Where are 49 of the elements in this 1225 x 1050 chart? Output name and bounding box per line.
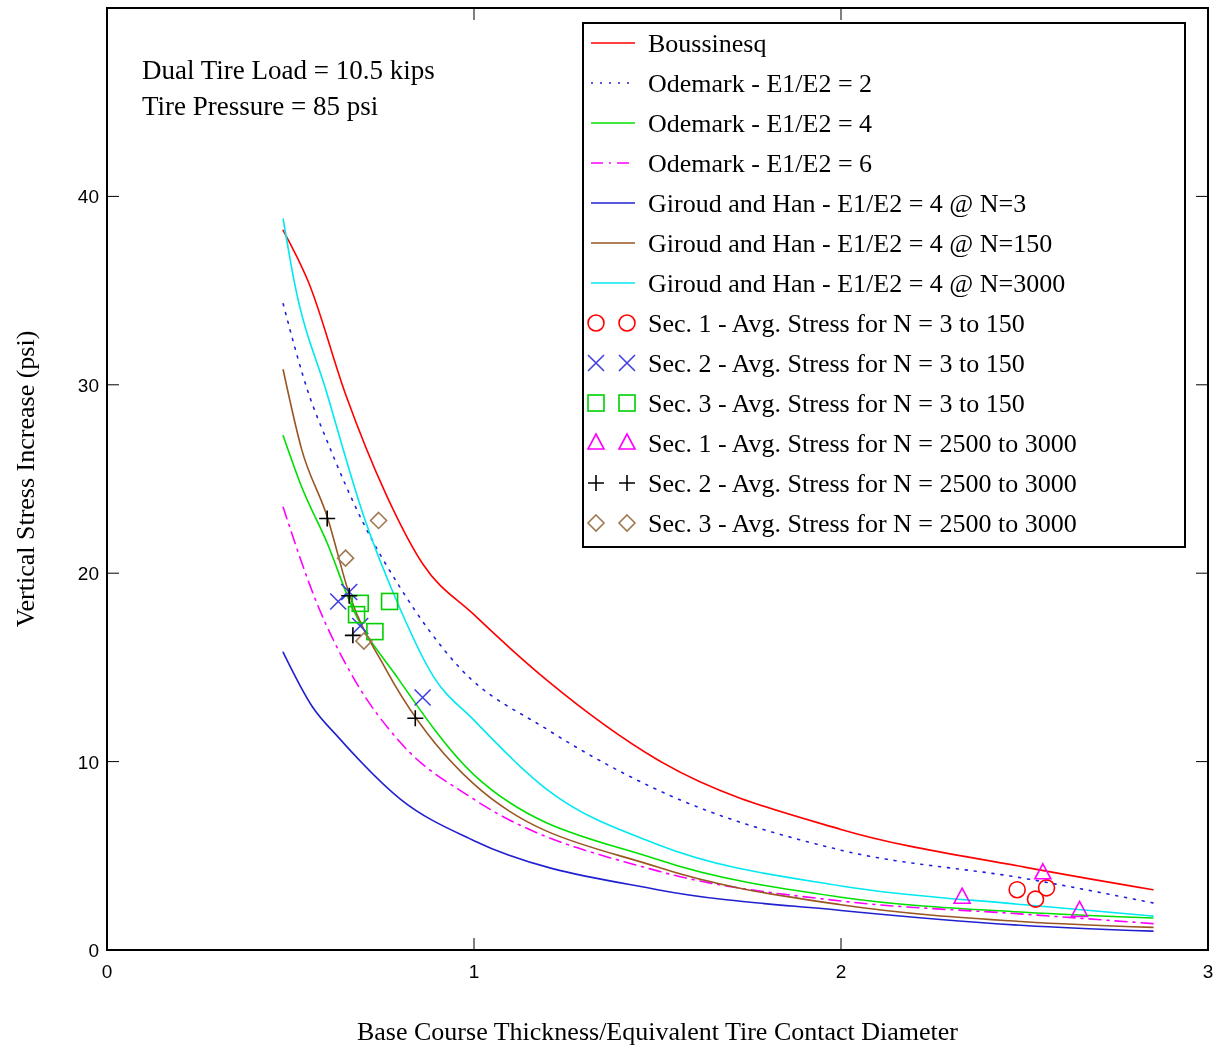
point xyxy=(366,622,384,641)
legend-label: Giroud and Han - E1/E2 = 4 @ N=3 xyxy=(648,189,1027,218)
point xyxy=(351,594,370,613)
point xyxy=(953,887,971,905)
point xyxy=(1008,880,1026,899)
legend-label: Boussinesq xyxy=(648,29,767,58)
point xyxy=(1034,862,1052,880)
point xyxy=(336,549,355,567)
annotation: Dual Tire Load = 10.5 kips xyxy=(142,55,435,85)
legend-label: Giroud and Han - E1/E2 = 4 @ N=3000 xyxy=(648,269,1066,298)
y-axis-title: Vertical Stress Increase (psi) xyxy=(11,330,40,628)
point xyxy=(351,617,370,635)
y-tick-label: 0 xyxy=(88,940,99,961)
line-series xyxy=(282,506,1154,925)
annotation: Tire Pressure = 85 psi xyxy=(142,91,379,121)
point xyxy=(380,592,399,611)
x-tick-label: 2 xyxy=(835,961,847,982)
point xyxy=(1037,879,1056,897)
x-tick-label: 1 xyxy=(468,961,480,982)
x-axis-title: Base Course Thickness/Equivalent Tire Contact Diameter xyxy=(356,1017,959,1046)
point xyxy=(340,583,359,601)
point xyxy=(347,605,366,624)
legend-label: Sec. 3 - Avg. Stress for N = 2500 to 3000 xyxy=(648,509,1077,538)
legend-label: Sec. 2 - Avg. Stress for N = 2500 to 3000 xyxy=(648,469,1077,498)
legend-label: Sec. 2 - Avg. Stress for N = 3 to 150 xyxy=(648,349,1025,378)
y-tick-label: 10 xyxy=(77,751,99,773)
legend-label: Odemark - E1/E2 = 4 xyxy=(648,109,873,138)
y-tick-label: 30 xyxy=(77,374,99,396)
point xyxy=(344,626,362,645)
point xyxy=(1026,890,1045,908)
point xyxy=(406,709,425,728)
legend-label: Odemark - E1/E2 = 6 xyxy=(648,149,873,178)
point xyxy=(340,587,359,605)
legend-label: Sec. 1 - Avg. Stress for N = 2500 to 3000 xyxy=(648,429,1077,458)
point xyxy=(318,509,336,528)
legend-label: Sec. 3 - Avg. Stress for N = 3 to 150 xyxy=(648,389,1025,418)
point xyxy=(369,511,388,530)
line-series xyxy=(282,651,1154,932)
legend-label: Sec. 1 - Avg. Stress for N = 3 to 150 xyxy=(648,309,1025,338)
legend-label: Giroud and Han - E1/E2 = 4 @ N=150 xyxy=(648,229,1053,258)
x-tick-label: 3 xyxy=(1202,961,1214,982)
x-tick-label: 0 xyxy=(101,961,113,982)
point xyxy=(1070,900,1089,918)
y-tick-label: 40 xyxy=(77,186,99,208)
y-tick-label: 20 xyxy=(77,563,99,585)
point xyxy=(329,592,348,611)
legend-label: Odemark - E1/E2 = 2 xyxy=(648,69,873,98)
point xyxy=(413,688,432,707)
point xyxy=(355,632,373,650)
